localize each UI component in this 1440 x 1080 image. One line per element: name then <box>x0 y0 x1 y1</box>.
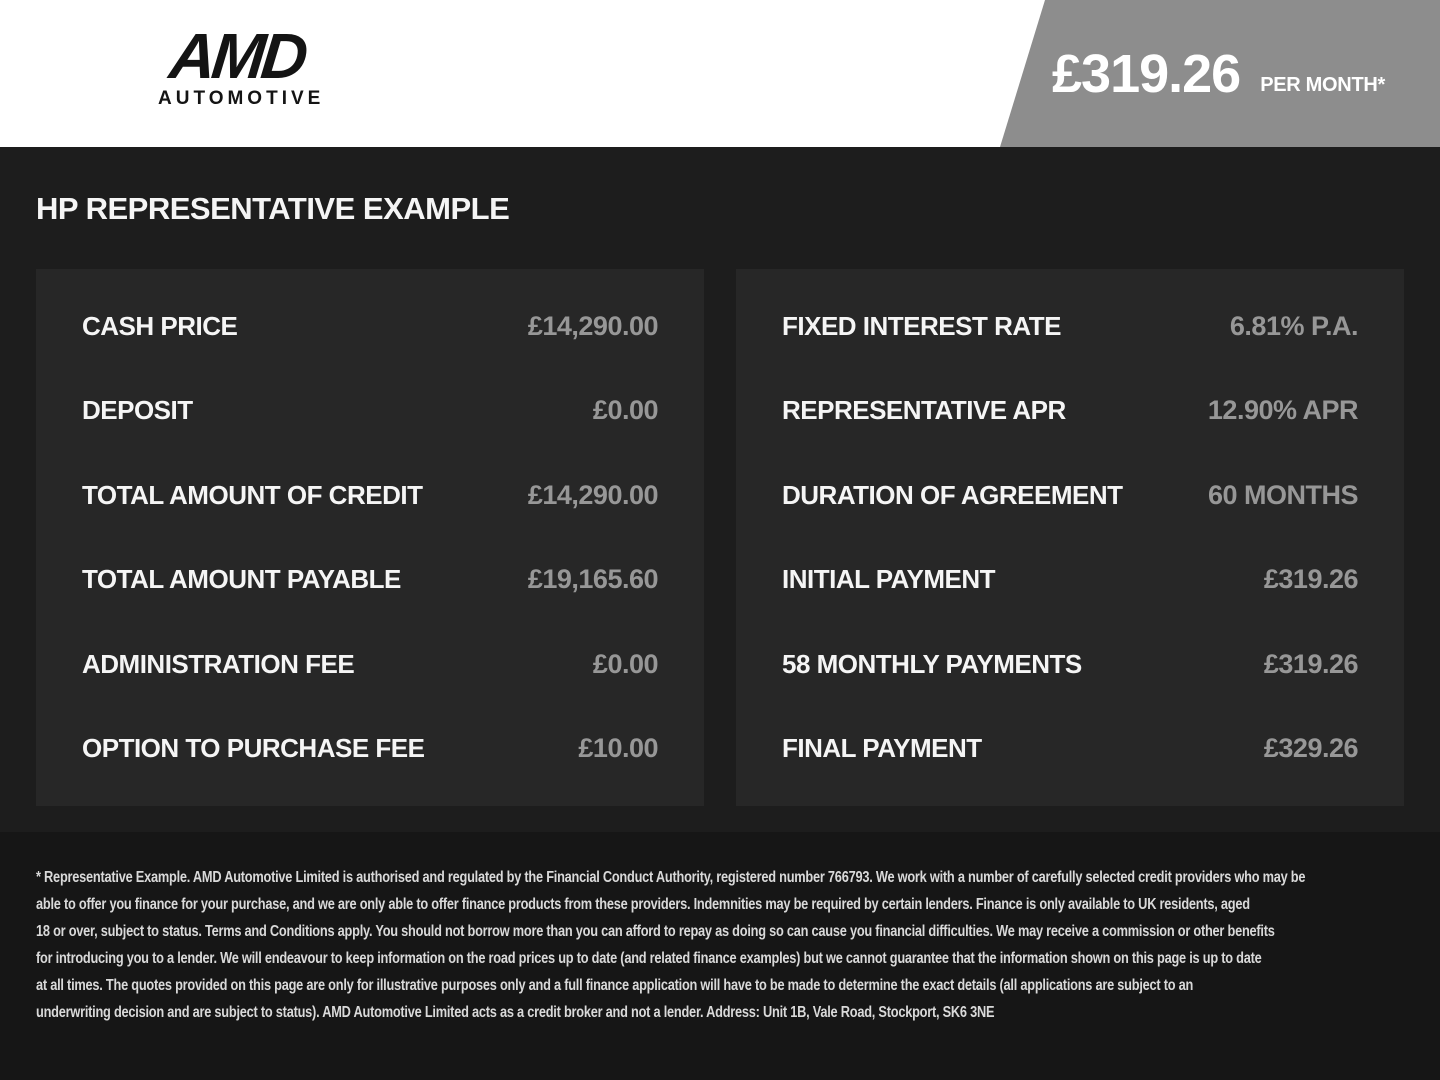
row-administration-fee: ADMINISTRATION FEE £0.00 <box>82 648 659 680</box>
monthly-price-period: PER MONTH* <box>1260 74 1385 96</box>
row-label: TOTAL AMOUNT OF CREDIT <box>82 479 423 510</box>
row-initial-payment: INITIAL PAYMENT £319.26 <box>782 564 1359 595</box>
row-value: £14,290.00 <box>527 311 659 341</box>
row-label: INITIAL PAYMENT <box>782 564 996 595</box>
row-label: OPTION TO PURCHASE FEE <box>82 732 425 763</box>
finance-panel-right: FIXED INTEREST RATE 6.81% P.A. REPRESENT… <box>736 269 1404 806</box>
row-final-payment: FINAL PAYMENT £329.26 <box>782 732 1359 764</box>
row-representative-apr: REPRESENTATIVE APR 12.90% APR <box>782 395 1359 426</box>
row-label: DURATION OF AGREEMENT <box>782 479 1123 510</box>
finance-example-section: HP REPRESENTATIVE EXAMPLE CASH PRICE £14… <box>0 147 1440 832</box>
disclaimer-line: at all times. The quotes provided on thi… <box>36 977 1194 994</box>
disclaimer-line: underwriting decision and are subject to… <box>36 1004 995 1021</box>
logo-brand-text: AMD <box>166 20 308 92</box>
monthly-price-amount: £319.26 <box>1052 43 1241 104</box>
row-cash-price: CASH PRICE £14,290.00 <box>82 311 659 342</box>
row-value: £0.00 <box>592 395 659 426</box>
row-value: £19,165.60 <box>527 564 659 595</box>
monthly-price-banner: £319.26 PER MONTH* <box>1000 0 1440 147</box>
row-value: £319.26 <box>1263 648 1359 679</box>
finance-panels: CASH PRICE £14,290.00 DEPOSIT £0.00 TOTA… <box>36 269 1404 806</box>
row-value: 60 MONTHS <box>1207 479 1359 510</box>
row-option-to-purchase-fee: OPTION TO PURCHASE FEE £10.00 <box>82 733 658 764</box>
row-label: DEPOSIT <box>82 395 193 426</box>
row-value: 12.90% APR <box>1207 395 1359 426</box>
dealer-logo: AMD AUTOMOTIVE <box>158 20 325 110</box>
row-label: FINAL PAYMENT <box>782 732 982 763</box>
row-total-amount-payable: TOTAL AMOUNT PAYABLE £19,165.60 <box>82 564 659 595</box>
row-58-monthly-payments: 58 MONTHLY PAYMENTS £319.26 <box>782 648 1359 680</box>
row-label: FIXED INTEREST RATE <box>782 311 1061 341</box>
row-label: ADMINISTRATION FEE <box>82 648 355 679</box>
row-value: 6.81% P.A. <box>1229 311 1359 341</box>
row-value: £10.00 <box>578 732 658 763</box>
legal-disclaimer: * Representative Example. AMD Automotive… <box>0 832 1440 1080</box>
row-label: REPRESENTATIVE APR <box>782 395 1066 426</box>
row-total-amount-of-credit: TOTAL AMOUNT OF CREDIT £14,290.00 <box>82 479 659 511</box>
row-value: £329.26 <box>1263 732 1359 763</box>
row-value: £14,290.00 <box>527 479 659 510</box>
logo-sub-text: AUTOMOTIVE <box>158 88 325 109</box>
row-value: £319.26 <box>1263 564 1359 595</box>
row-value: £0.00 <box>592 648 659 679</box>
disclaimer-line: for introducing you to a lender. We will… <box>36 950 1262 967</box>
row-label: TOTAL AMOUNT PAYABLE <box>82 564 401 595</box>
finance-panel-left: CASH PRICE £14,290.00 DEPOSIT £0.00 TOTA… <box>36 269 704 806</box>
disclaimer-line: 18 or over, subject to status. Terms and… <box>36 923 1275 940</box>
row-duration-of-agreement: DURATION OF AGREEMENT 60 MONTHS <box>782 479 1359 511</box>
page-title: HP REPRESENTATIVE EXAMPLE <box>36 191 510 226</box>
row-fixed-interest-rate: FIXED INTEREST RATE 6.81% P.A. <box>782 311 1359 342</box>
page-header: AMD AUTOMOTIVE £319.26 PER MONTH* <box>0 0 1440 147</box>
disclaimer-line: able to offer you finance for your purch… <box>36 896 1250 913</box>
row-deposit: DEPOSIT £0.00 <box>82 395 659 426</box>
row-label: 58 MONTHLY PAYMENTS <box>782 648 1082 679</box>
row-label: CASH PRICE <box>82 311 238 341</box>
disclaimer-line: * Representative Example. AMD Automotive… <box>36 869 1306 886</box>
